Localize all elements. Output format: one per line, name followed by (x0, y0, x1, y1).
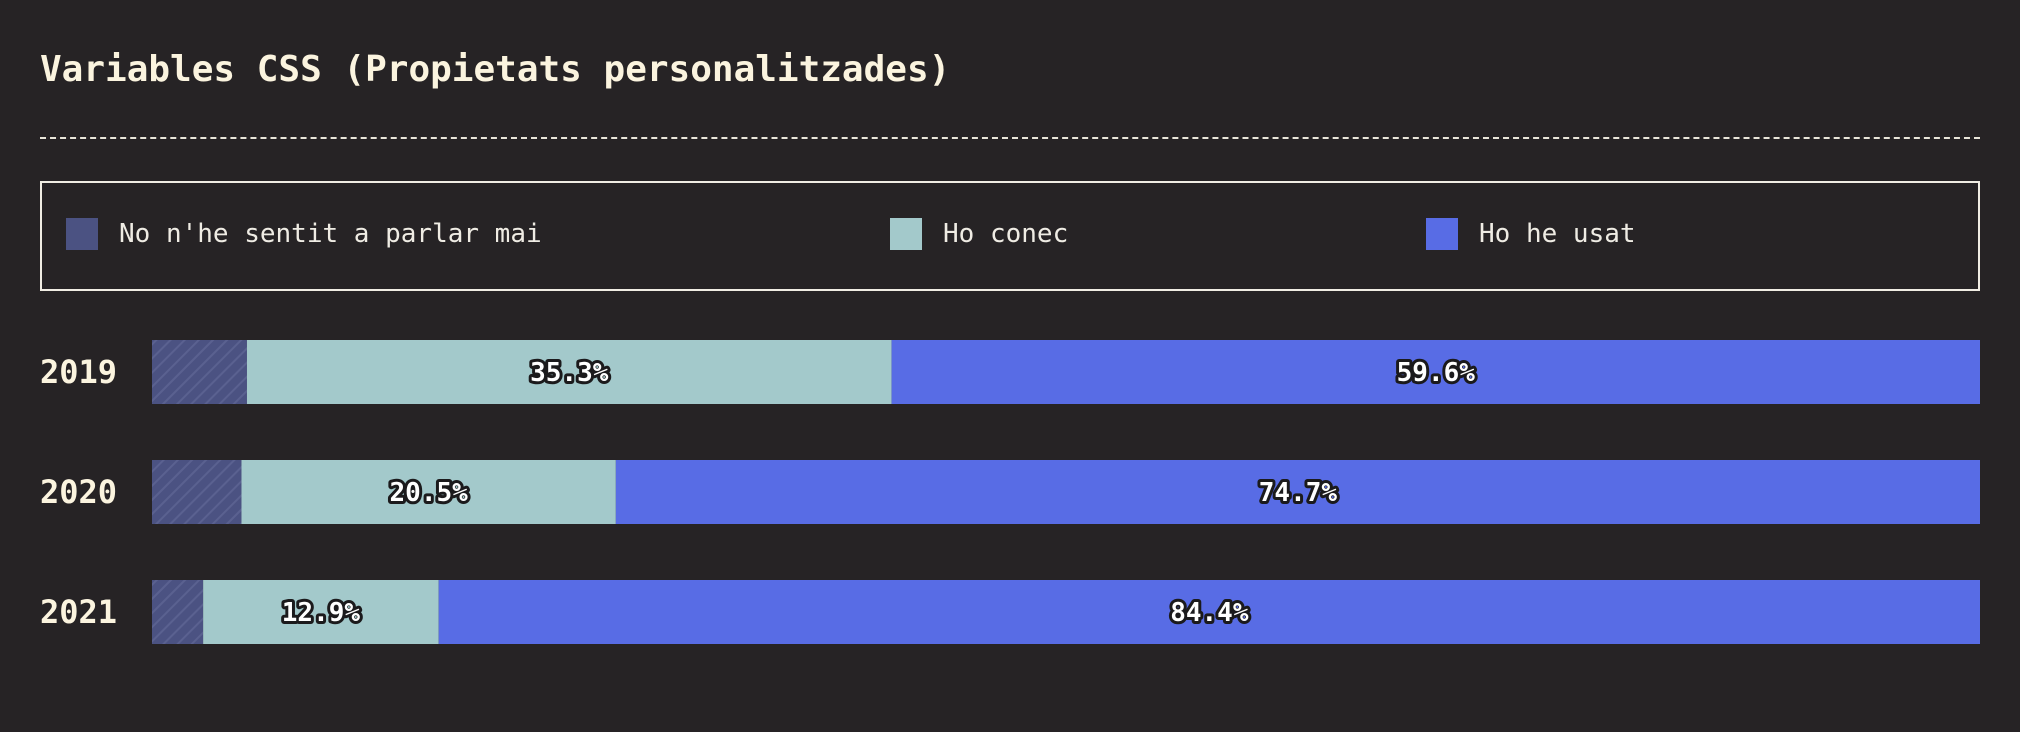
bar-segment-2021-know[interactable] (203, 580, 439, 644)
bar-segment-2021-never-heard[interactable] (152, 580, 204, 644)
bar-segment-2019-never-heard[interactable] (152, 340, 247, 404)
data-label-2021-know: 12.9% (282, 598, 361, 628)
bars-layer: 2019 35.3% 59.6% 2020 20.5% 74.7% 2021 12.9% 84.… (40, 340, 1981, 644)
legend-swatch-used (1426, 218, 1458, 250)
bar-segment-2019-know[interactable] (246, 340, 892, 404)
data-label-2020-used: 74.7% (1259, 478, 1338, 508)
year-label-2019: 2019 (40, 353, 117, 391)
legend-swatch-never-heard (66, 218, 98, 250)
bar-segment-2019-used[interactable] (891, 340, 1981, 404)
legend-label-used: Ho he usat (1479, 219, 1636, 249)
legend-item-used[interactable]: Ho he usat (1426, 218, 1636, 250)
bar-segment-2021-used[interactable] (438, 580, 1981, 644)
legend-label-never-heard: No n'he sentit a parlar mai (119, 219, 542, 249)
bar-segment-2020-know[interactable] (241, 460, 616, 524)
bar-segment-2020-never-heard[interactable] (152, 460, 242, 524)
title-divider (40, 137, 1980, 139)
legend-label-know: Ho conec (943, 219, 1069, 249)
chart-legend: No n'he sentit a parlar mai Ho conec Ho … (40, 181, 1980, 291)
legend-item-know[interactable]: Ho conec (890, 218, 1068, 250)
legend-item-never-heard[interactable]: No n'he sentit a parlar mai (66, 218, 542, 250)
data-label-2021-used: 84.4% (1170, 598, 1249, 628)
data-label-2020-know: 20.5% (390, 478, 469, 508)
legend-swatch-know (890, 218, 922, 250)
data-label-2019-know: 35.3% (530, 358, 609, 388)
bar-segment-2020-used[interactable] (615, 460, 1980, 524)
chart-title: Variables CSS (Propietats personalitzade… (40, 49, 951, 90)
year-label-2021: 2021 (40, 593, 117, 631)
year-label-2020: 2020 (40, 473, 117, 511)
data-label-2019-used: 59.6% (1397, 358, 1476, 388)
